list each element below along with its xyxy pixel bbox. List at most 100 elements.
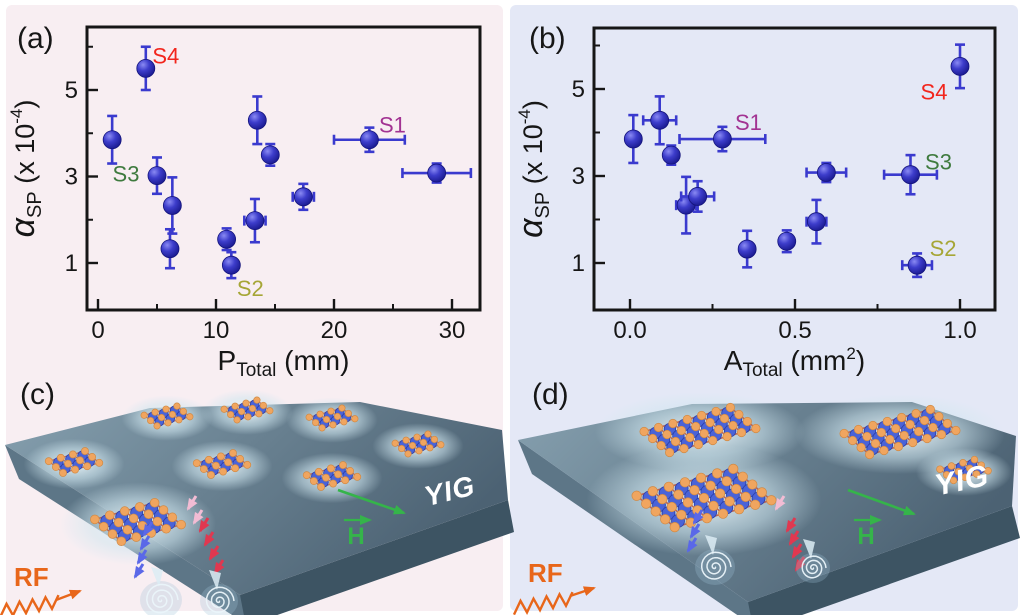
atom-orange — [140, 411, 148, 419]
rf-label: RF — [528, 558, 563, 588]
atom-orange — [167, 512, 178, 523]
atom-orange — [224, 458, 232, 467]
marker-sphere — [359, 130, 379, 150]
spin-arrow — [186, 495, 198, 511]
spin-arrow — [198, 517, 210, 533]
atom-orange — [698, 492, 710, 504]
y-tick-label: 5 — [65, 77, 78, 104]
atom-orange — [914, 426, 924, 437]
data-point — [661, 144, 681, 166]
yig-slab-side-face — [240, 500, 514, 615]
atom-orange — [413, 433, 421, 441]
spin-arrow — [774, 495, 786, 511]
atom-orange — [259, 401, 267, 410]
atom-orange — [662, 429, 672, 440]
atom-orange — [430, 435, 438, 444]
atom-orange — [107, 529, 118, 539]
marker-sphere — [260, 145, 280, 165]
atom-orange — [970, 455, 979, 464]
atom-orange — [984, 467, 992, 475]
atom-orange — [59, 468, 67, 477]
marker-sphere — [217, 229, 237, 249]
atom-orange — [870, 438, 881, 449]
atom-orange — [236, 455, 245, 463]
atom-orange — [242, 399, 250, 407]
spin-arrow — [791, 543, 803, 559]
crystal-flake — [302, 461, 362, 491]
atom-orange — [122, 525, 133, 535]
atom-orange — [949, 476, 958, 485]
atom-orange — [650, 506, 661, 517]
data-point: S2 — [900, 236, 957, 279]
atom-orange — [882, 416, 892, 427]
spin-wave-arrows — [686, 509, 704, 553]
data-point — [102, 114, 122, 165]
crystal-flake — [391, 430, 445, 458]
atom-orange — [231, 402, 239, 410]
atom-orange — [639, 426, 649, 437]
sample-label-s1: S1 — [735, 110, 762, 135]
atom-orange — [679, 477, 691, 488]
atom-orange — [227, 410, 235, 419]
spin-arrow — [139, 535, 151, 551]
atom-orange — [736, 427, 747, 438]
atom-orange — [192, 459, 201, 468]
atom-orange — [317, 482, 325, 491]
atom-orange — [734, 409, 744, 420]
atom-orange — [333, 412, 342, 421]
atom-orange — [164, 419, 172, 427]
data-point — [679, 179, 716, 213]
atom-orange — [905, 419, 915, 430]
atom-orange — [105, 510, 115, 521]
atom-orange — [699, 428, 709, 439]
spin-arrow — [686, 537, 698, 553]
spin-arrow — [692, 509, 704, 525]
spiral-curve — [700, 551, 732, 580]
atom-orange — [151, 408, 159, 416]
atom-orange — [149, 497, 160, 508]
atom-orange — [899, 430, 909, 441]
atom-orange — [865, 449, 875, 460]
plot-frame — [85, 25, 482, 312]
data-point — [674, 175, 698, 235]
atom-orange — [329, 479, 338, 488]
atom-orange — [751, 423, 761, 434]
atom-orange — [756, 487, 767, 498]
atom-orange — [934, 411, 944, 422]
atom-orange — [56, 453, 65, 462]
atom-orange — [648, 433, 658, 444]
atom-orange — [68, 450, 77, 459]
rf-label: RF — [14, 562, 49, 592]
x-tick-label: 20 — [321, 317, 348, 344]
atom-orange — [853, 424, 864, 435]
atom-orange — [391, 439, 399, 447]
atom-orange — [266, 407, 274, 415]
marker-sphere — [661, 145, 681, 165]
atom-orange — [708, 435, 718, 446]
atom-orange — [742, 416, 752, 427]
atom-orange — [682, 414, 692, 425]
atom-orange — [231, 464, 240, 473]
spiral-curve — [205, 586, 235, 614]
atom-orange — [143, 509, 154, 519]
atom-orange — [207, 470, 215, 479]
atom-orange — [879, 445, 889, 456]
sample-label-s2: S2 — [237, 276, 264, 301]
atom-orange — [322, 473, 330, 482]
atom-orange — [353, 472, 362, 481]
spiral-cone — [209, 570, 221, 590]
atom-orange — [302, 471, 311, 480]
atom-orange — [911, 408, 921, 419]
atom-orange — [137, 520, 148, 531]
crystal-flake — [192, 449, 252, 479]
atom-orange — [734, 504, 745, 515]
spiral-curve — [801, 555, 827, 579]
x-tick-label: 30 — [439, 317, 466, 344]
atom-orange — [318, 424, 326, 432]
atom-orange — [942, 418, 952, 429]
data-point — [217, 227, 237, 252]
atom-orange — [340, 418, 348, 426]
data-point: S4 — [921, 43, 970, 104]
marker-sphere — [650, 110, 670, 130]
atom-orange — [204, 455, 213, 464]
